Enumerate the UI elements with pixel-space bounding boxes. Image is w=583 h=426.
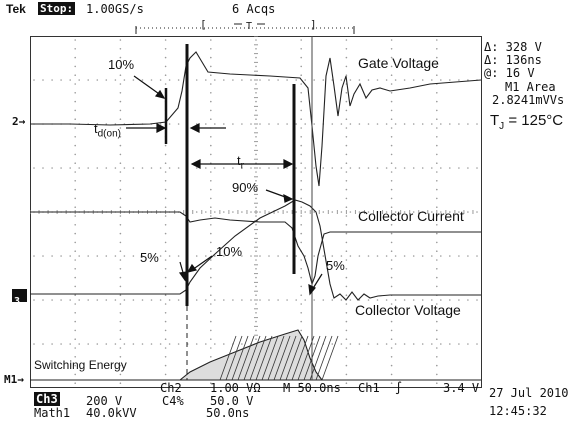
trigger-position-bracket: [ ] T <box>135 18 355 34</box>
math1-time: 50.0ns <box>206 406 250 420</box>
math-area-label: M1 Area <box>505 80 556 94</box>
gate-voltage-trace <box>30 51 482 187</box>
switching-energy-trace <box>178 329 324 381</box>
m1-ground-marker[interactable]: M1→ <box>4 373 24 386</box>
brand-label: Tek <box>6 2 26 16</box>
timebase-readout: M 50.0ns <box>283 381 341 395</box>
annotation-arrows <box>126 75 323 296</box>
acquisition-state-badge: Stop: <box>38 2 76 15</box>
label-10pct-gate: 10% <box>108 57 135 72</box>
label-switching-energy: Switching Energy <box>34 358 127 372</box>
math-area-value: 2.8241mVVs <box>492 93 565 107</box>
svg-text:]: ] <box>310 18 317 31</box>
label-tr: tr <box>237 153 244 172</box>
date-readout: 27 Jul 2010 <box>489 386 569 400</box>
acquisition-count: 6 Acqs <box>232 2 276 16</box>
delta-voltage-readout: Δ: 328 V <box>484 40 542 54</box>
ch4-label: C4% <box>162 394 184 408</box>
trigger-source: Ch1 <box>358 381 380 395</box>
ch2-scale: 1.00 VΩ <box>210 381 261 395</box>
label-90pct: 90% <box>232 180 259 195</box>
label-5pct-right: 5% <box>326 258 345 273</box>
ch3-label: Ch3 <box>34 392 60 406</box>
svg-text:[: [ <box>200 18 207 31</box>
delta-time-readout: Δ: 136ns <box>484 53 542 67</box>
label-gate-voltage: Gate Voltage <box>358 55 439 71</box>
math1-scale: 40.0kVV <box>86 406 137 420</box>
collector-voltage-trace <box>30 199 481 301</box>
trigger-level: 3.4 V <box>443 381 480 395</box>
label-5pct-left: 5% <box>140 250 159 265</box>
label-collector-current: Collector Current <box>358 208 464 224</box>
label-collector-voltage: Collector Voltage <box>355 302 461 318</box>
ch4-scale: 50.0 V <box>210 394 254 408</box>
ch3-ground-marker[interactable]: 3 <box>12 289 27 307</box>
trigger-marker: T <box>246 21 252 32</box>
label-10pct-collector: 10% <box>216 244 243 259</box>
ch2-label: Ch2 <box>160 381 182 395</box>
at-voltage-readout: @: 16 V <box>484 66 535 80</box>
trigger-slope-icon: ∫ <box>395 381 403 395</box>
ch3-scale: 200 V <box>86 394 123 408</box>
ch2-ground-marker[interactable]: 2→ <box>12 115 26 128</box>
math1-label: Math1 <box>34 406 71 420</box>
time-readout: 12:45:32 <box>489 404 547 418</box>
junction-temperature: TJ = 125°C <box>490 112 564 132</box>
sample-rate-readout: 1.00GS/s <box>86 2 144 16</box>
graticule <box>30 36 478 385</box>
label-td-on: td(on) <box>94 121 121 140</box>
waveform-display <box>30 36 482 388</box>
